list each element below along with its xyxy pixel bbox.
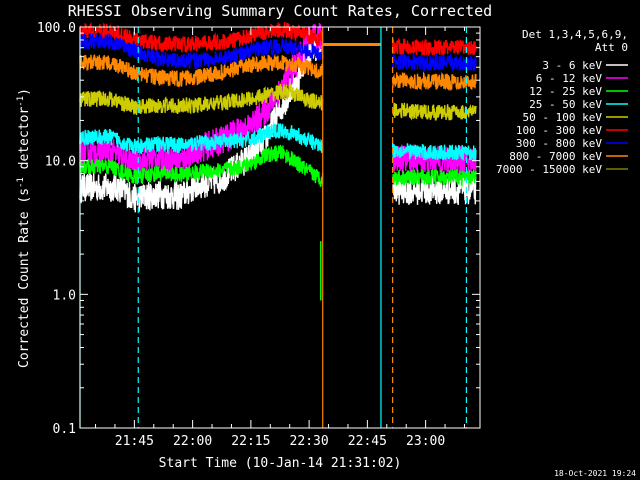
y-axis-label: Corrected Count Rate (s-1 detector-1) (16, 88, 32, 368)
x-tick-label: 23:00 (406, 434, 445, 449)
y-tick-label: 1.0 (53, 288, 76, 303)
legend-header-detectors: Det 1,3,4,5,6,9, (522, 28, 628, 41)
x-tick-label: 21:45 (115, 434, 154, 449)
series-3 (79, 123, 477, 161)
series-4-trace-1 (392, 102, 477, 121)
legend-label-6: 300 - 800 keV (516, 137, 602, 150)
series-4 (79, 83, 477, 121)
series-5-trace-1 (391, 37, 477, 56)
series-6-trace-0 (79, 32, 324, 69)
x-tick-label: 22:30 (290, 434, 329, 449)
legend-label-4: 50 - 100 keV (523, 111, 603, 124)
legend-label-0: 3 - 6 keV (542, 59, 602, 72)
series-7-trace-0 (79, 53, 324, 88)
x-tick-label: 22:00 (173, 434, 212, 449)
chart-title: RHESSI Observing Summary Count Rates, Co… (68, 2, 492, 20)
x-tick-label: 22:45 (348, 434, 387, 449)
series-3-trace-1 (391, 142, 477, 161)
series-5 (79, 21, 477, 56)
y-tick-label: 0.1 (53, 422, 76, 437)
series-2-trace-1 (391, 168, 477, 188)
series-3-trace-0 (79, 123, 324, 155)
plot-axes: 21:45 22:00 22:15 22:30 22:45 23:00 100.0 10.0 1… (37, 21, 481, 449)
axes-frame (79, 26, 481, 429)
series-2 (79, 144, 477, 188)
series-1-trace-1 (391, 144, 477, 177)
series-7 (79, 53, 477, 92)
y-tick-label: 100.0 (37, 21, 76, 36)
series-4-trace-0 (79, 83, 324, 116)
x-tick-label: 22:15 (231, 434, 270, 449)
data-traces (79, 21, 477, 213)
series-6 (79, 32, 477, 73)
legend-label-3: 25 - 50 keV (529, 98, 602, 111)
x-axis-label: Start Time (10-Jan-14 21:31:02) (159, 456, 402, 471)
legend-label-2: 12 - 25 keV (529, 85, 602, 98)
series-5-trace-0 (79, 21, 324, 53)
series-2-trace-0 (79, 144, 324, 187)
series-6-trace-1 (391, 53, 477, 73)
legend-header-attenuator: Att 0 (595, 41, 628, 54)
footer-timestamp: 18-Oct-2021 19:24 (554, 469, 636, 478)
legend-label-8: 7000 - 15000 keV (496, 163, 602, 176)
legend-label-7: 800 - 7000 keV (509, 150, 602, 163)
legend-label-1: 6 - 12 keV (536, 72, 603, 85)
legend-label-5: 100 - 300 keV (516, 124, 602, 137)
series-7-trace-1 (391, 71, 477, 92)
series-0-trace-0 (79, 31, 324, 213)
y-tick-label: 10.0 (45, 155, 76, 170)
